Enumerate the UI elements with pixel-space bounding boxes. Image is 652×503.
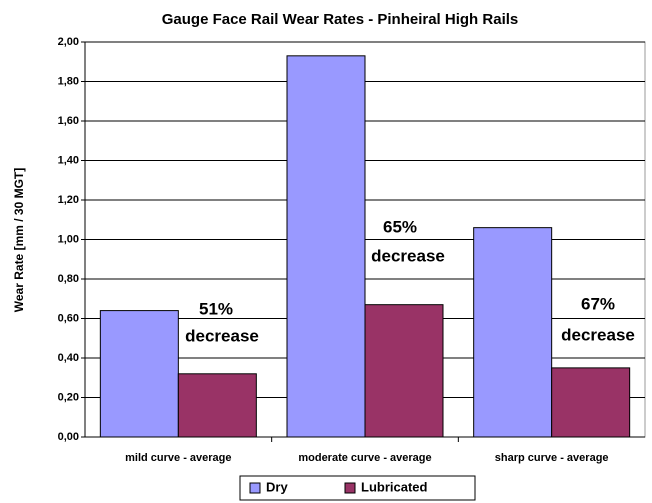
x-tick-label: mild curve - average (125, 452, 231, 464)
bar (551, 367, 631, 438)
y-tick-label: 1,20 (58, 194, 79, 206)
annotation: 67% (581, 294, 615, 313)
annotation: decrease (185, 326, 259, 345)
y-tick-label: 0,80 (58, 273, 79, 285)
y-tick-label: 1,80 (58, 75, 79, 87)
legend-swatch (344, 482, 356, 494)
legend-swatch (249, 482, 261, 494)
y-tick-label: 0,60 (58, 312, 79, 324)
y-tick-label: 1,00 (58, 233, 79, 245)
legend-box (239, 475, 476, 501)
y-axis-title: Wear Rate [mm / 30 MGT] (12, 168, 26, 312)
x-tick-label: sharp curve - average (495, 452, 609, 464)
bar (177, 373, 257, 438)
x-tick-label: moderate curve - average (298, 452, 431, 464)
y-tick-label: 1,40 (58, 154, 79, 166)
legend-label: Lubricated (361, 479, 428, 494)
y-tick-label: 1,60 (58, 115, 79, 127)
legend-label: Dry (266, 479, 288, 494)
annotation: 65% (383, 217, 417, 236)
chart-title: Gauge Face Rail Wear Rates - Pinheiral H… (162, 11, 519, 28)
bar (473, 227, 553, 438)
y-tick-label: 0,40 (58, 352, 79, 364)
annotation: decrease (561, 325, 635, 344)
annotation: 51% (199, 299, 233, 318)
bar (364, 304, 444, 438)
y-tick-label: 0,00 (58, 431, 79, 443)
annotation: decrease (371, 246, 445, 265)
bar (286, 55, 366, 438)
bar (99, 310, 179, 438)
y-tick-label: 0,20 (58, 391, 79, 403)
y-tick-label: 2,00 (58, 36, 79, 48)
